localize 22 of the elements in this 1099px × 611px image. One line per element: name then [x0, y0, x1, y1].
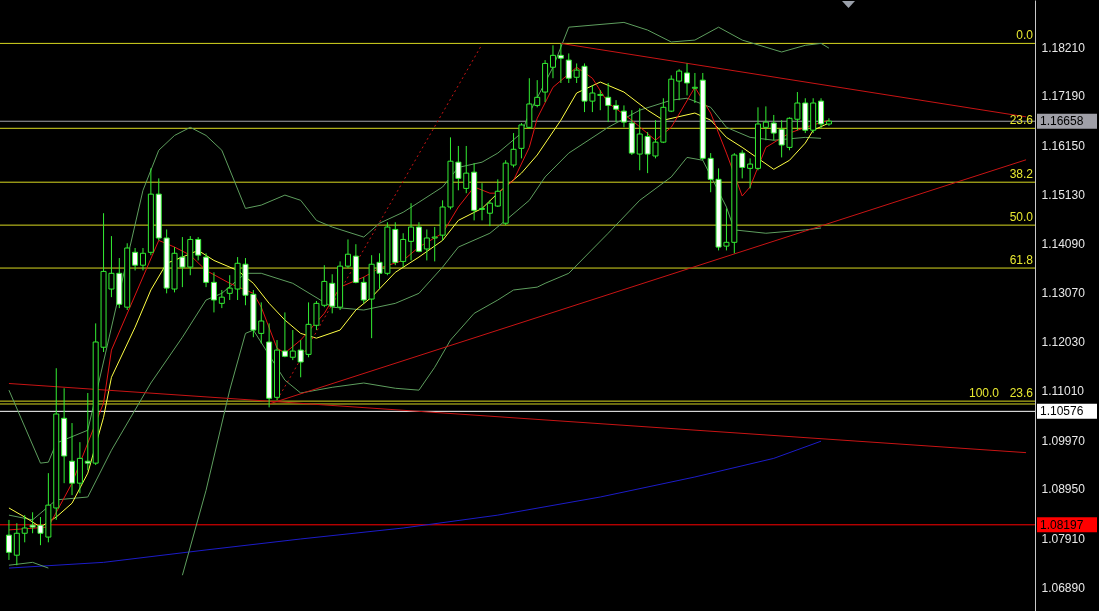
- annotation: 23.6: [1009, 113, 1034, 128]
- annotation: 61.8: [1009, 253, 1034, 268]
- annotation: 50.0: [1009, 210, 1034, 225]
- annotation: 100.0: [968, 386, 1000, 401]
- annotation: 23.6: [1009, 386, 1034, 401]
- ref-line-label: 1.08197: [1040, 517, 1084, 532]
- y-tick-label: 1.18210: [1041, 40, 1086, 55]
- y-tick-label: 1.14090: [1041, 237, 1086, 252]
- y-tick-label: 1.08950: [1041, 482, 1086, 497]
- y-tick-label: 1.12030: [1041, 335, 1086, 350]
- y-tick-label: 1.13070: [1041, 285, 1086, 300]
- y-tick-label: 1.15130: [1041, 187, 1086, 202]
- y-tick-label: 1.09970: [1041, 433, 1086, 448]
- annotation: 0.0: [1016, 28, 1034, 43]
- ref-line-label: 1.16658: [1040, 114, 1084, 129]
- annotation: 38.2: [1009, 167, 1034, 182]
- y-tick-label: 1.16150: [1041, 138, 1086, 153]
- ref-line-label: 1.10576: [1040, 404, 1084, 419]
- y-tick-label: 1.17190: [1041, 89, 1086, 104]
- y-tick-label: 1.11010: [1041, 384, 1085, 399]
- y-tick-label: 1.07910: [1041, 532, 1086, 546]
- y-tick-label: 1.06890: [1041, 580, 1086, 595]
